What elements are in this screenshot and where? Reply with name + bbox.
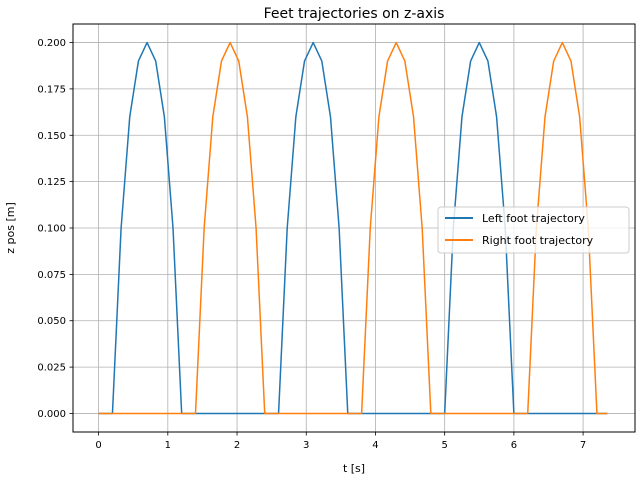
series-lines — [98, 41, 608, 415]
y-tick-label: 0.075 — [37, 270, 66, 281]
y-tick-label: 0.050 — [37, 316, 66, 327]
x-tick-label: 0 — [95, 440, 101, 451]
x-tick-label: 5 — [441, 440, 447, 451]
x-tick-label: 1 — [165, 440, 171, 451]
y-tick-label: 0.175 — [37, 84, 66, 95]
y-tick-label: 0.000 — [37, 409, 66, 420]
series-line-right-foot — [98, 41, 608, 415]
y-axis: 0.000 0.025 0.050 0.075 0.100 0.125 0.150 0.175… — [37, 38, 73, 420]
x-axis-label: t [s] — [343, 462, 365, 475]
x-tick-label: 3 — [303, 440, 309, 451]
x-tick-label: 2 — [234, 440, 240, 451]
y-axis-label: z pos [m] — [4, 202, 17, 254]
legend-box — [437, 206, 630, 254]
x-tick-label: 4 — [372, 440, 378, 451]
chart-title: Feet trajectories on z-axis — [264, 6, 445, 22]
x-tick-label: 6 — [511, 440, 517, 451]
series-line-left-foot — [98, 41, 608, 415]
y-tick-label: 0.025 — [37, 363, 66, 374]
legend-label-right: Right foot trajectory — [482, 234, 594, 247]
x-tick-label: 7 — [580, 440, 586, 451]
x-axis: 0 1 2 3 4 5 6 7 — [95, 432, 586, 451]
legend-label-left: Left foot trajectory — [482, 212, 585, 225]
y-tick-label: 0.150 — [37, 131, 66, 142]
legend: Left foot trajectory Right foot trajecto… — [437, 206, 630, 254]
y-tick-label: 0.100 — [37, 224, 66, 235]
y-tick-label: 0.125 — [37, 177, 66, 188]
y-tick-label: 0.200 — [37, 38, 66, 49]
